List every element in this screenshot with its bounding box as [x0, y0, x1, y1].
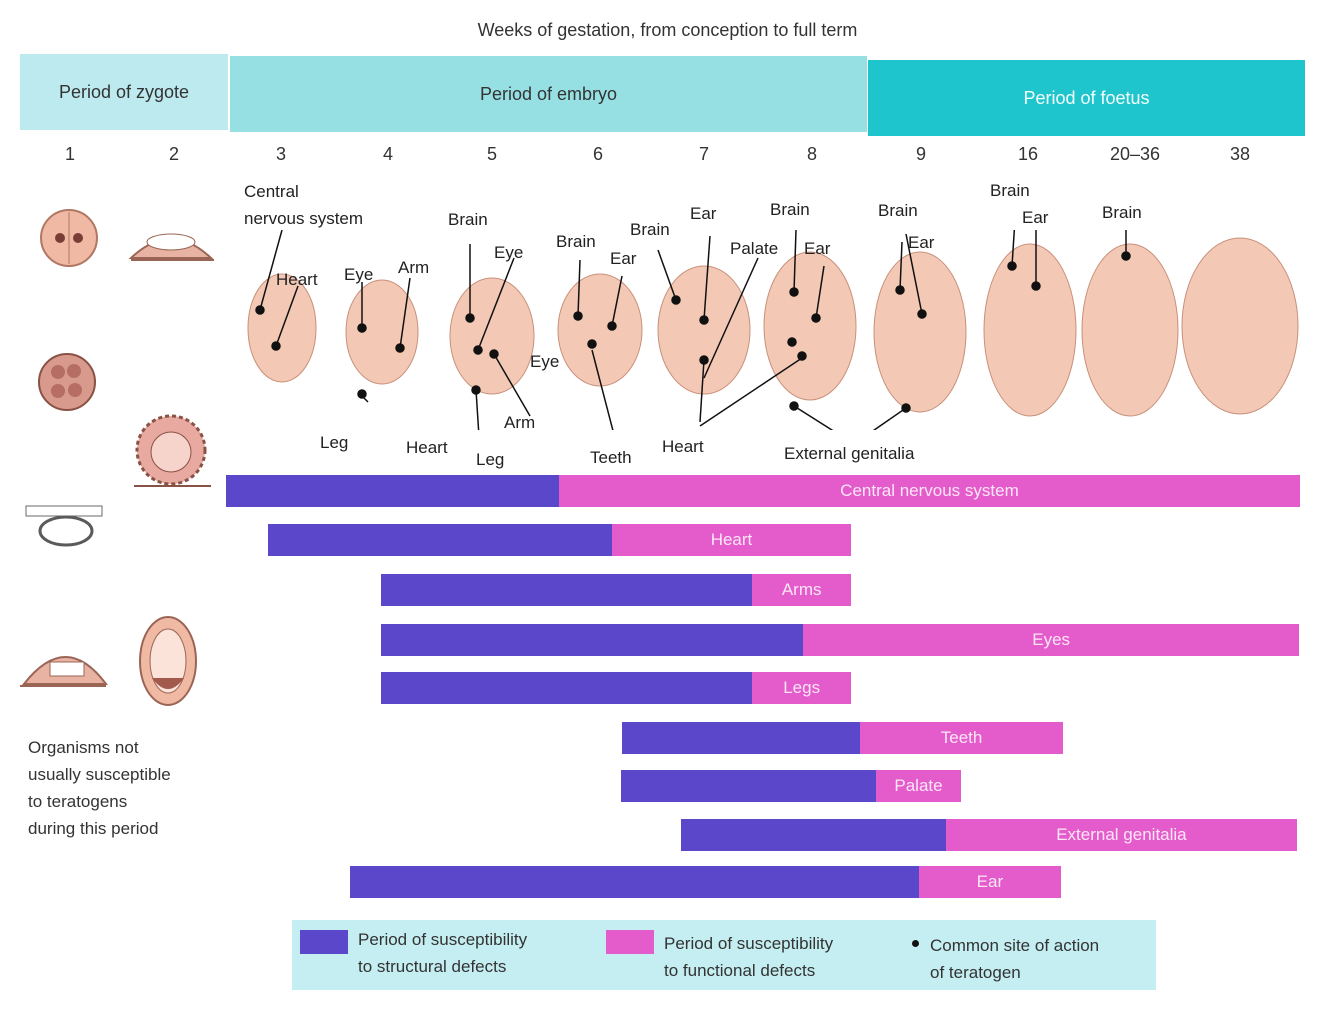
label-ear: Ear [610, 249, 637, 268]
label-heart: Heart [276, 270, 318, 289]
period-zygote-band: Period of zygote [20, 54, 228, 130]
early-stage-illustrations [20, 209, 214, 706]
bar-heart: Heart [268, 524, 851, 556]
embryonic-disc-icon [25, 505, 103, 547]
label-leg: Leg [476, 450, 505, 469]
functional-segment: Palate [876, 770, 961, 802]
week-label: 38 [1229, 144, 1251, 164]
legend-functional-swatch [606, 930, 654, 954]
legend-structural-label: Period of susceptibility to structural d… [358, 930, 528, 976]
foetus-week-9-icon [873, 251, 967, 413]
label-central-nervous-system: Central nervous system [244, 182, 364, 228]
functional-segment: Legs [752, 672, 851, 704]
label-ear: Ear [1022, 208, 1049, 227]
label-ear: Ear [690, 204, 717, 223]
structural-segment [622, 722, 861, 754]
legend: Period of susceptibility to structural d… [292, 920, 1156, 990]
bar-legs: Legs [381, 672, 851, 704]
week-label: 5 [486, 144, 497, 164]
label-brain: Brain [878, 201, 918, 220]
foetus-week-38-icon [1181, 237, 1299, 415]
structural-segment [226, 475, 559, 507]
embryo-week-4-icon [345, 279, 419, 385]
label-brain: Brain [990, 181, 1030, 200]
structural-segment [268, 524, 612, 556]
structural-segment [381, 624, 804, 656]
week-label: 8 [806, 144, 817, 164]
label-leg: Leg [320, 433, 349, 452]
trilaminar-disc-icon [20, 656, 108, 687]
label-heart: Heart [662, 437, 704, 456]
label-eye: Eye [344, 265, 374, 284]
structural-segment [681, 819, 946, 851]
diagram-title: Weeks of gestation, from conception to f… [477, 20, 858, 40]
functional-segment: Ear [918, 866, 1061, 898]
legend-site-label: Common site of action of teratogen [930, 936, 1100, 982]
functional-segment: Central nervous system [558, 475, 1300, 507]
label-eye: Eye [530, 352, 560, 371]
week-label: 2 [168, 144, 179, 164]
legend-functional-label: Period of susceptibility to functional d… [664, 934, 834, 980]
functional-segment: Arms [752, 574, 851, 606]
blastocyst-icon [134, 414, 211, 487]
week-label: 20–36 [1109, 144, 1161, 164]
week-label: 16 [1017, 144, 1039, 164]
teratogen-site-markers [255, 230, 1131, 430]
embryo-week-7-icon [657, 265, 751, 395]
structural-segment [621, 770, 876, 802]
label-eye: Eye [494, 243, 524, 262]
label-palate: Palate [730, 239, 779, 258]
implantation-icon [128, 233, 214, 261]
week-label: 9 [915, 144, 926, 164]
bar-central-nervous-system: Central nervous system [226, 475, 1300, 507]
label-arm: Arm [504, 413, 536, 432]
period-foetus-band: Period of foetus [868, 60, 1305, 136]
embryo-week-8-icon [763, 251, 857, 401]
label-external-genitalia: External genitalia [784, 444, 915, 463]
label-brain: Brain [1102, 203, 1142, 222]
week-label: 7 [698, 144, 709, 164]
functional-segment: Teeth [860, 722, 1063, 754]
zygote-icon [40, 209, 98, 267]
embryo-illustrations [247, 230, 1299, 430]
foetus-week-16-icon [983, 243, 1077, 417]
embryo-week-6-icon [557, 273, 643, 387]
label-brain: Brain [770, 200, 810, 219]
structural-segment [381, 574, 753, 606]
foetus-week-20-36-icon [1081, 243, 1179, 417]
amniotic-sac-icon [139, 616, 197, 706]
not-susceptible-note: Organisms not usually susceptible to ter… [28, 738, 171, 838]
morula-icon [38, 353, 96, 411]
structural-segment [350, 866, 919, 898]
embryo-week-5-icon [449, 277, 535, 395]
week-label: 1 [64, 144, 75, 164]
label-ear: Ear [804, 239, 831, 258]
bar-palate: Palate [621, 770, 961, 802]
label-teeth: Teeth [590, 448, 632, 467]
legend-site-dot-icon [912, 940, 919, 947]
label-brain: Brain [448, 210, 488, 229]
week-label: 3 [275, 144, 286, 164]
week-label: 4 [382, 144, 393, 164]
label-brain: Brain [556, 232, 596, 251]
bar-teeth: Teeth [622, 722, 1063, 754]
bar-eyes: Eyes [381, 624, 1299, 656]
label-heart: Heart [406, 438, 448, 457]
bar-ear: Ear [350, 866, 1061, 898]
functional-segment: Heart [611, 524, 851, 556]
legend-structural-swatch [300, 930, 348, 954]
week-label: 6 [592, 144, 603, 164]
period-embryo-band: Period of embryo [230, 56, 867, 132]
label-arm: Arm [398, 258, 430, 277]
functional-segment: Eyes [803, 624, 1299, 656]
functional-segment: External genitalia [945, 819, 1297, 851]
structural-segment [381, 672, 753, 704]
bar-arms: Arms [381, 574, 851, 606]
label-ear: Ear [908, 233, 935, 252]
label-brain: Brain [630, 220, 670, 239]
bar-external-genitalia: External genitalia [681, 819, 1297, 851]
